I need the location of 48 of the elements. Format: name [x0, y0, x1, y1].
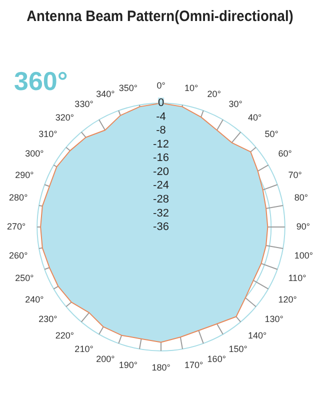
- spoke-label: 150°: [228, 344, 248, 354]
- spoke-label: 130°: [264, 314, 284, 324]
- spoke-label: 140°: [248, 330, 268, 341]
- spoke-label: 310°: [38, 129, 58, 140]
- spoke-label: 200°: [96, 354, 116, 364]
- spoke-label: 300°: [25, 148, 44, 158]
- spoke-label: 80°: [294, 192, 308, 203]
- spoke-label: 100°: [294, 250, 314, 260]
- spoke-label: 120°: [278, 294, 298, 305]
- spoke-label: 340°: [96, 88, 116, 99]
- spoke-label: 160°: [207, 354, 226, 364]
- y-tick-label: 0: [158, 97, 164, 110]
- y-tick-label: -16: [153, 152, 169, 164]
- spoke-label: 170°: [184, 360, 204, 370]
- text: 360°: [14, 66, 68, 97]
- spoke-label: 230°: [38, 314, 58, 324]
- spoke-label: 10°: [184, 82, 199, 93]
- spoke-label: 270°: [6, 221, 26, 232]
- spoke-label: 190°: [118, 360, 138, 370]
- spoke-label: 290°: [15, 170, 34, 180]
- y-tick-label: -28: [153, 194, 169, 206]
- spoke-label: 90°: [296, 221, 310, 232]
- spoke-label: 110°: [288, 273, 307, 284]
- spoke-label: 50°: [264, 129, 279, 140]
- spoke-label: 220°: [55, 330, 74, 341]
- spoke-label: 70°: [288, 170, 302, 180]
- spoke-label: 330°: [74, 98, 94, 109]
- spoke-label: 20°: [207, 88, 222, 99]
- y-tick-label: -24: [153, 180, 169, 192]
- spoke-label: 280°: [9, 192, 28, 203]
- y-tick-label: -12: [153, 138, 169, 150]
- y-tick-label: -32: [153, 207, 169, 220]
- spoke-label: 210°: [74, 344, 94, 354]
- spoke-label: 30°: [228, 98, 243, 109]
- y-tick-label: -8: [156, 124, 166, 137]
- spoke-label: 60°: [278, 148, 292, 158]
- y-tick-label: -20: [153, 166, 169, 178]
- y-tick-label: -4: [156, 110, 166, 123]
- y-tick-label: -36: [153, 221, 169, 234]
- spoke-label: 260°: [9, 250, 28, 260]
- spoke-label: 240°: [25, 294, 44, 305]
- chart-title: Antenna Beam Pattern(Omni-directional): [26, 8, 294, 25]
- spoke-label: 350°: [118, 82, 138, 93]
- spoke-label: 320°: [55, 112, 74, 122]
- spoke-label: 250°: [15, 273, 34, 284]
- spoke-label: 180°: [152, 362, 171, 372]
- spoke-label: 40°: [248, 112, 262, 122]
- spoke-label: 0°: [156, 80, 166, 91]
